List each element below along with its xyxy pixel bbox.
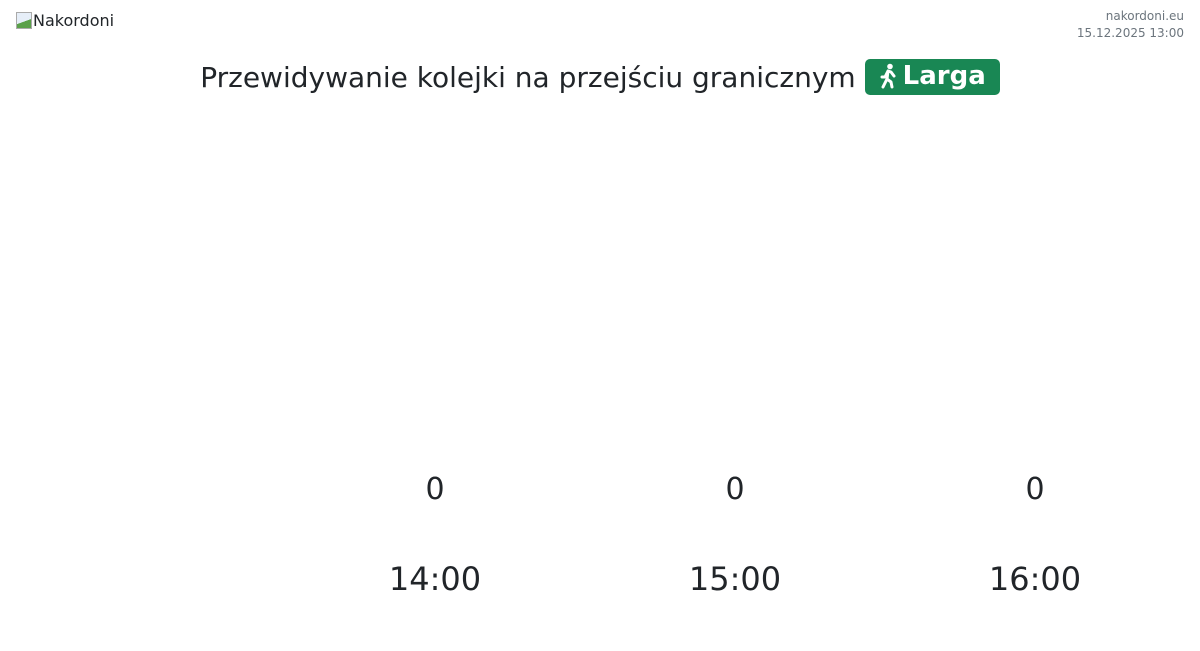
logo[interactable]: Nakordoni xyxy=(16,11,114,30)
logo-alt-text: Nakordoni xyxy=(33,11,115,30)
forecast-value: 0 xyxy=(1025,472,1045,507)
crossing-badge: Larga xyxy=(864,59,1000,95)
site-name: nakordoni.eu xyxy=(1105,9,1184,23)
site-info: nakordoni.eu 15.12.2025 13:00 xyxy=(1077,8,1184,42)
page-title: Przewidywanie kolejki na przejściu grani… xyxy=(0,59,1200,95)
forecast-time: 15:00 xyxy=(688,560,782,598)
crossing-name: Larga xyxy=(902,61,986,91)
walking-person-icon xyxy=(880,63,896,89)
forecast-value: 0 xyxy=(725,472,745,507)
forecast-time: 14:00 xyxy=(388,560,482,598)
forecast-value: 0 xyxy=(425,472,445,507)
datetime: 15.12.2025 13:00 xyxy=(1076,26,1184,40)
broken-image-icon xyxy=(16,12,32,29)
title-text: Przewidywanie kolejki na przejściu grani… xyxy=(200,60,856,94)
forecast-time: 16:00 xyxy=(988,560,1082,598)
